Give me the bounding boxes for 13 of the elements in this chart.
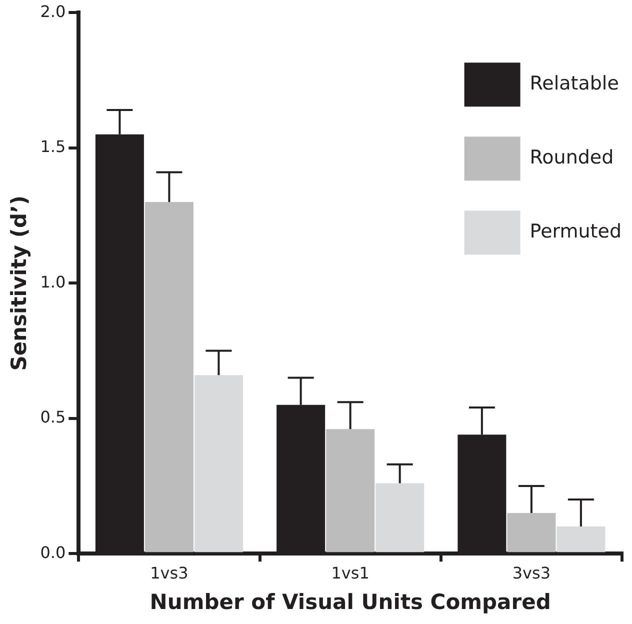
y-axis-title: Sensitivity (d’): [7, 195, 32, 371]
legend-label: Relatable: [530, 72, 619, 95]
legend-label: Rounded: [530, 146, 614, 169]
y-tick-label: 2.0: [40, 2, 66, 21]
y-tick-label: 0.5: [40, 408, 66, 427]
y-tick-label: 1.5: [40, 137, 66, 156]
y-tick-label: 1.0: [40, 272, 66, 292]
x-tick-label: 3vs3: [512, 563, 551, 582]
x-tick-label: 1vs3: [150, 563, 188, 582]
y-tick-label: 0.0: [40, 542, 66, 562]
x-tick-label: 1vs1: [331, 563, 370, 582]
x-axis-title: Number of Visual Units Compared: [150, 590, 551, 614]
legend-label: Permuted: [530, 220, 622, 243]
